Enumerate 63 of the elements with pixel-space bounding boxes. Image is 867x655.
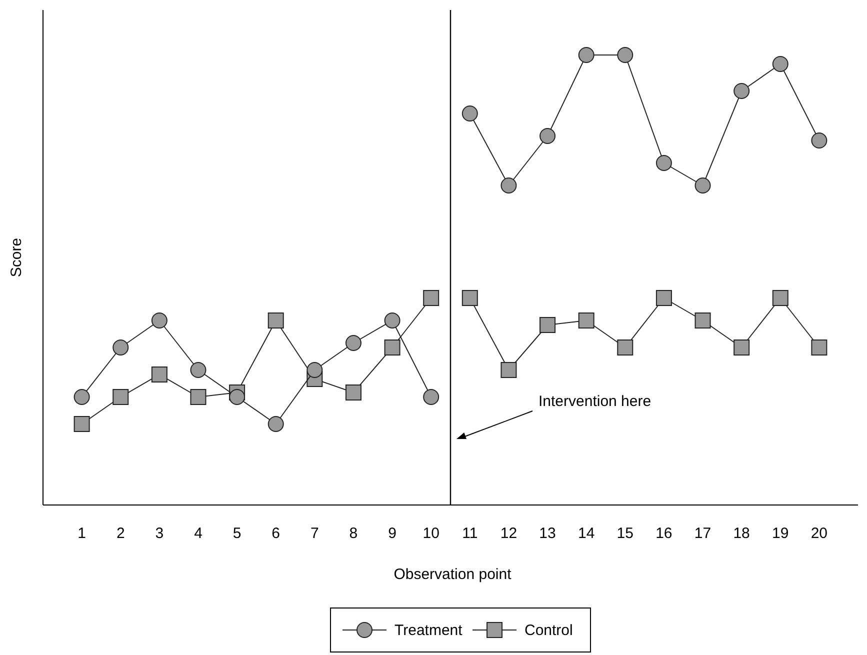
x-tick-label: 7	[310, 525, 319, 542]
point	[345, 384, 362, 400]
x-tick-label: 3	[155, 525, 164, 542]
point	[151, 312, 168, 328]
x-tick-label: 17	[694, 525, 712, 542]
point	[656, 155, 672, 171]
x-tick-label: 8	[349, 525, 358, 542]
x-axis-title: Observation point	[394, 566, 512, 583]
x-tick-label: 15	[616, 525, 634, 542]
point	[190, 389, 206, 405]
x-tick-label: 18	[733, 525, 750, 542]
x-tick-label: 2	[116, 525, 125, 542]
x-tick-label: 9	[388, 525, 396, 542]
point	[345, 335, 362, 351]
point	[229, 389, 246, 405]
x-tick-label: 4	[194, 525, 202, 542]
point	[423, 389, 440, 405]
x-tick-label: 19	[772, 525, 789, 542]
point	[500, 178, 517, 194]
point	[74, 389, 90, 405]
x-tick-label: 14	[578, 525, 595, 542]
point	[617, 340, 634, 356]
legend-label: Control	[524, 622, 573, 639]
point	[811, 340, 828, 356]
point	[112, 340, 129, 356]
point	[112, 389, 129, 405]
point	[656, 290, 672, 306]
point	[694, 178, 711, 194]
point	[306, 362, 323, 378]
x-tick-label: 13	[539, 525, 556, 542]
point	[268, 312, 284, 328]
annotation: Intervention here	[538, 393, 652, 410]
point	[74, 416, 90, 432]
point	[268, 416, 284, 432]
point	[772, 290, 788, 306]
point	[190, 362, 206, 378]
point	[540, 317, 556, 333]
point	[578, 47, 594, 63]
x-tick-label: 20	[810, 525, 828, 542]
point	[540, 128, 556, 144]
x-tick-label: 12	[500, 525, 518, 542]
point	[578, 312, 594, 328]
legend-label: Treatment	[394, 622, 464, 639]
point	[384, 312, 400, 328]
point	[462, 290, 478, 306]
x-tick-label: 11	[462, 525, 478, 542]
x-tick-label: 1	[78, 525, 86, 542]
point	[423, 290, 440, 306]
x-tick-label: 6	[272, 525, 280, 542]
y-axis-title: Score	[8, 238, 25, 278]
point	[734, 83, 750, 99]
point	[384, 340, 400, 356]
x-tick-label: 5	[232, 525, 242, 542]
x-tick-label: 16	[656, 525, 672, 542]
x-tick-label: 10	[422, 525, 440, 542]
point	[772, 56, 788, 72]
point	[151, 366, 168, 382]
point	[462, 106, 478, 122]
point	[617, 47, 634, 63]
point	[734, 340, 750, 356]
point	[694, 312, 711, 328]
point	[500, 362, 517, 378]
point	[811, 132, 828, 148]
